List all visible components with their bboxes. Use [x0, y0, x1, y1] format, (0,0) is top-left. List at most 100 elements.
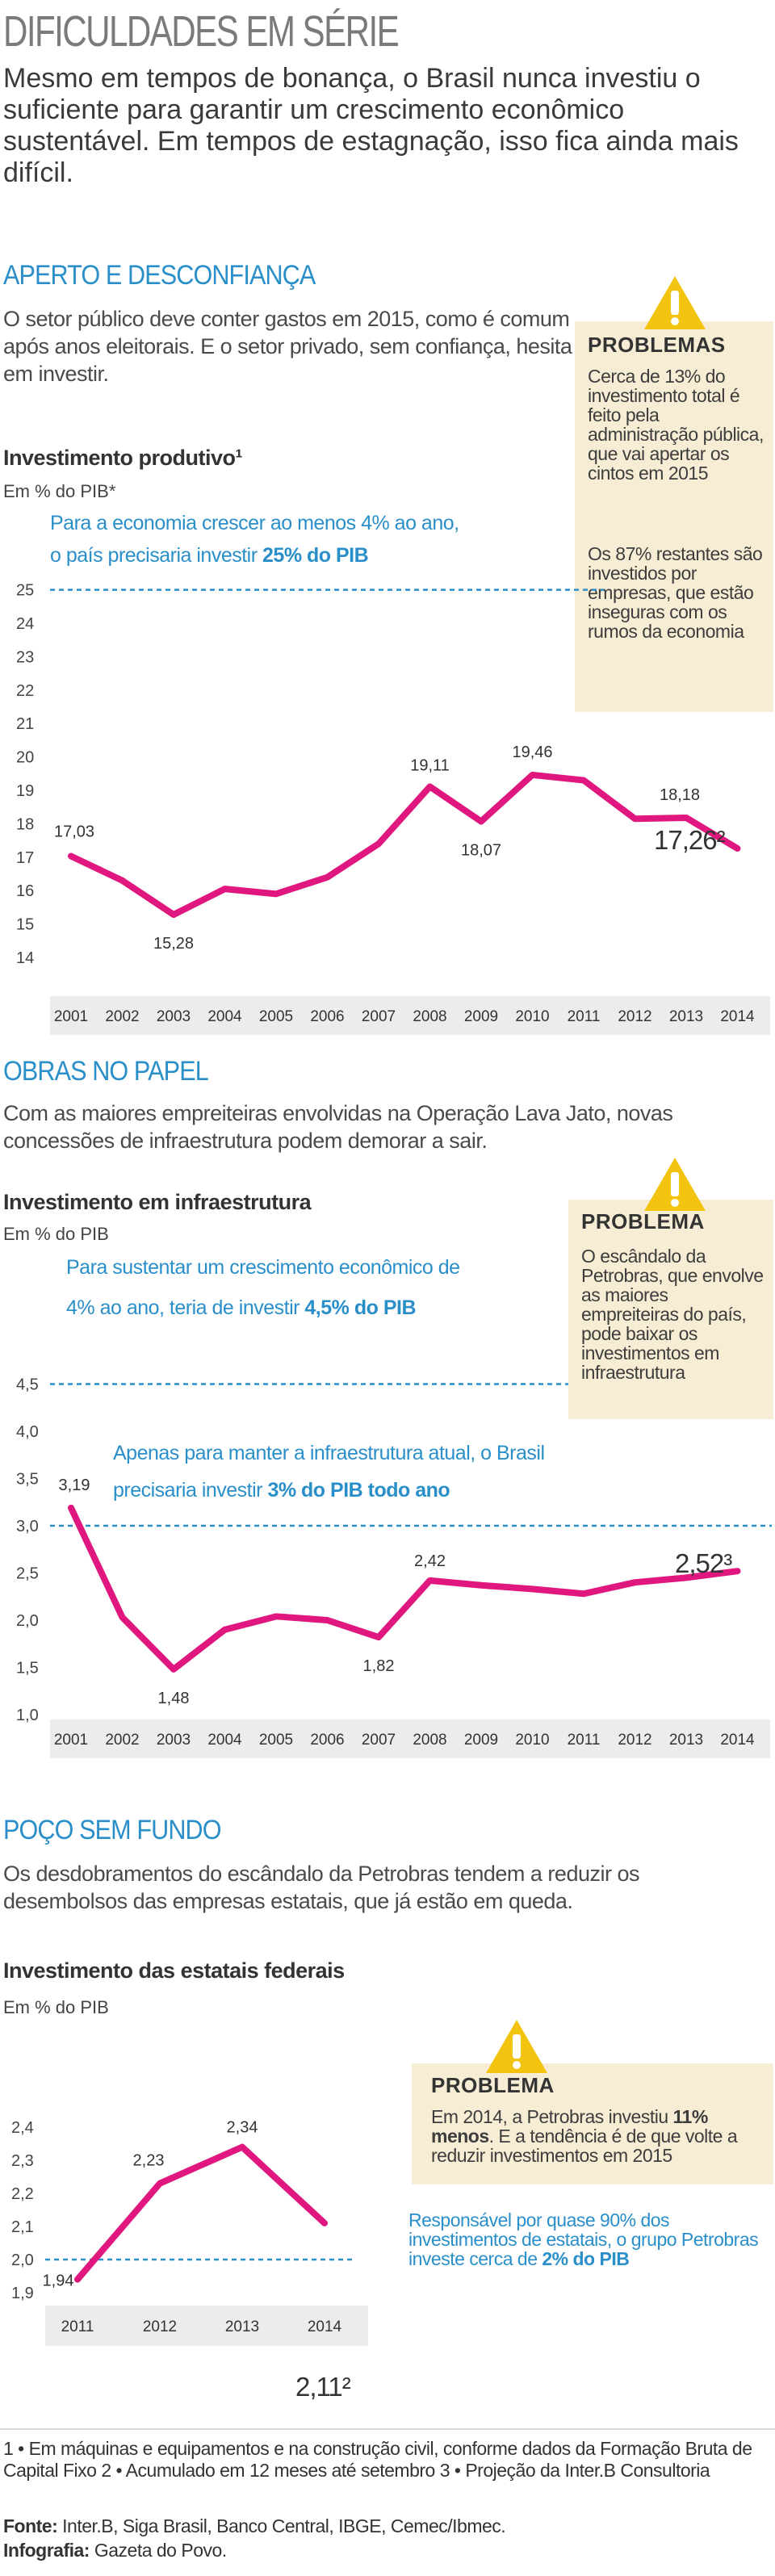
y-tick-label: 15: [16, 916, 34, 934]
intro-text: Mesmo em tempos de bonança, o Brasil nun…: [3, 63, 739, 188]
chart-title-1: Investimento produtivo¹: [3, 446, 243, 470]
y-tick-label: 14: [16, 949, 34, 967]
x-tick-label: 2011: [61, 2318, 94, 2335]
data-label: 1,48: [158, 1690, 190, 1707]
x-tick-label: 2011: [568, 1008, 601, 1025]
chart-subtitle-3: Em % do PIB: [3, 1997, 109, 2017]
series-line: [74, 2143, 328, 2283]
x-tick-label: 2012: [618, 1008, 651, 1025]
source-line: Fonte: Inter.B, Siga Brasil, Banco Centr…: [3, 2515, 506, 2536]
chart-title-3: Investimento das estatais federais: [3, 1958, 345, 1983]
y-tick-label: 4,5: [16, 1376, 39, 1394]
y-tick-label: 17: [16, 849, 34, 867]
y-tick-label: 1,9: [11, 2285, 34, 2302]
problem-box-title: PROBLEMA: [581, 1209, 705, 1234]
x-tick-label: 2013: [225, 2318, 259, 2335]
series-line: [68, 1504, 741, 1673]
data-label: 19,11: [410, 756, 450, 774]
y-tick-label: 2,3: [11, 2152, 34, 2170]
data-label: 2,42: [414, 1552, 446, 1570]
x-axis-band: [45, 2306, 368, 2346]
y-tick-label: 3,0: [16, 1518, 39, 1535]
x-tick-label: 2014: [720, 1732, 755, 1749]
section-title-poco: POÇO SEM FUNDO: [3, 1815, 222, 1845]
reference-line-label-1a: Para a economia crescer ao menos 4% ao a…: [50, 512, 459, 534]
reference-line-label-3a: Apenas para manter a infraestrutura atua…: [113, 1442, 545, 1464]
problem-box-title: PROBLEMAS: [588, 333, 726, 357]
data-label: 15,28: [153, 935, 194, 953]
x-axis-band: [50, 996, 770, 1035]
x-tick-label: 2002: [105, 1732, 139, 1749]
x-tick-label: 2008: [413, 1732, 446, 1749]
section-text-aperto: O setor público deve conter gastos em 20…: [3, 307, 572, 386]
data-label: 19,46: [512, 743, 552, 761]
x-tick-label: 2012: [143, 2318, 177, 2335]
page-title: DIFICULDADES EM SÉRIE: [3, 7, 400, 56]
x-tick-label: 2005: [259, 1732, 293, 1749]
y-tick-label: 16: [16, 882, 34, 900]
problem-box-text-1: Em 2014, a Petrobras investiu 11% menos.…: [431, 2106, 738, 2166]
problem-box-title: PROBLEMA: [431, 2073, 555, 2097]
reference-line-label-2b: 4% ao ano, teria de investir 4,5% do PIB: [66, 1296, 416, 1319]
x-tick-label: 2010: [515, 1732, 549, 1749]
y-tick-label: 2,4: [11, 2119, 34, 2137]
section-title-obras: OBRAS NO PAPEL: [3, 1056, 209, 1087]
y-tick-label: 22: [16, 682, 34, 700]
last-value-label-2: 2,52³: [675, 1548, 732, 1578]
x-tick-label: 2014: [308, 2318, 342, 2335]
series-line: [68, 771, 741, 919]
x-tick-label: 2001: [54, 1008, 88, 1025]
reference-line-label-2a: Para sustentar um crescimento econômico …: [66, 1256, 460, 1279]
y-tick-label: 3,5: [16, 1471, 39, 1489]
y-tick-label: 2,2: [11, 2185, 34, 2203]
y-tick-label: 1,5: [16, 1660, 39, 1678]
y-tick-label: 24: [16, 615, 34, 633]
footnotes: 1 • Em máquinas e equipamentos e na cons…: [3, 2438, 752, 2481]
y-tick-label: 21: [16, 715, 34, 733]
x-tick-label: 2009: [464, 1008, 498, 1025]
y-tick-label: 20: [16, 749, 34, 767]
data-label: 1,82: [363, 1657, 395, 1675]
y-tick-label: 2,1: [11, 2218, 34, 2236]
x-tick-label: 2006: [310, 1732, 344, 1749]
y-tick-label: 18: [16, 815, 34, 833]
x-tick-label: 2006: [310, 1008, 344, 1025]
data-label: 2,34: [227, 2119, 258, 2137]
problem-box-text-2: Os 87% restantes são investidos por empr…: [588, 543, 763, 642]
petrobras-note: Responsável por quase 90% dos investimen…: [408, 2209, 759, 2269]
x-tick-label: 2010: [515, 1008, 549, 1025]
reference-line-label-3b: precisaria investir 3% do PIB todo ano: [113, 1479, 450, 1502]
x-tick-label: 2007: [362, 1008, 396, 1025]
chart-subtitle-2: Em % do PIB: [3, 1224, 109, 1244]
warning-icon: [644, 276, 706, 329]
x-tick-label: 2013: [669, 1732, 703, 1749]
x-tick-label: 2003: [157, 1008, 191, 1025]
x-tick-label: 2002: [105, 1008, 139, 1025]
problem-box-text-1: Cerca de 13% do investimento total é fei…: [588, 366, 764, 484]
x-tick-label: 2012: [618, 1732, 651, 1749]
x-tick-label: 2005: [259, 1008, 293, 1025]
x-tick-label: 2004: [207, 1732, 242, 1749]
x-tick-label: 2007: [362, 1732, 396, 1749]
warning-icon: [644, 1158, 706, 1211]
last-value-label-1: 17,26²: [654, 825, 726, 855]
x-tick-label: 2004: [207, 1008, 242, 1025]
data-label: 2,23: [133, 2152, 165, 2170]
x-axis-band: [50, 1719, 770, 1758]
data-label: 1,94: [43, 2272, 74, 2290]
warning-icon: [486, 2020, 547, 2073]
y-tick-label: 23: [16, 648, 34, 666]
y-tick-label: 1,0: [16, 1707, 39, 1724]
section-title-aperto: APERTO E DESCONFIANÇA: [3, 260, 316, 291]
x-tick-label: 2001: [54, 1732, 88, 1749]
credit-line: Infografia: Gazeta do Povo.: [3, 2540, 227, 2561]
reference-line-label-1b: o país precisaria investir 25% do PIB: [50, 544, 369, 567]
last-value-label-3: 2,11²: [295, 2372, 351, 2402]
x-tick-label: 2008: [413, 1008, 446, 1025]
chart-title-2: Investimento em infraestrutura: [3, 1190, 312, 1214]
problem-box-3: PROBLEMA Em 2014, a Petrobras investiu 1…: [412, 2063, 773, 2184]
section-text-obras: Com as maiores empreiteiras envolvidas n…: [3, 1101, 673, 1153]
y-tick-label: 2,5: [16, 1565, 39, 1583]
y-tick-label: 2,0: [11, 2251, 34, 2269]
chart-subtitle-1: Em % do PIB*: [3, 481, 116, 501]
